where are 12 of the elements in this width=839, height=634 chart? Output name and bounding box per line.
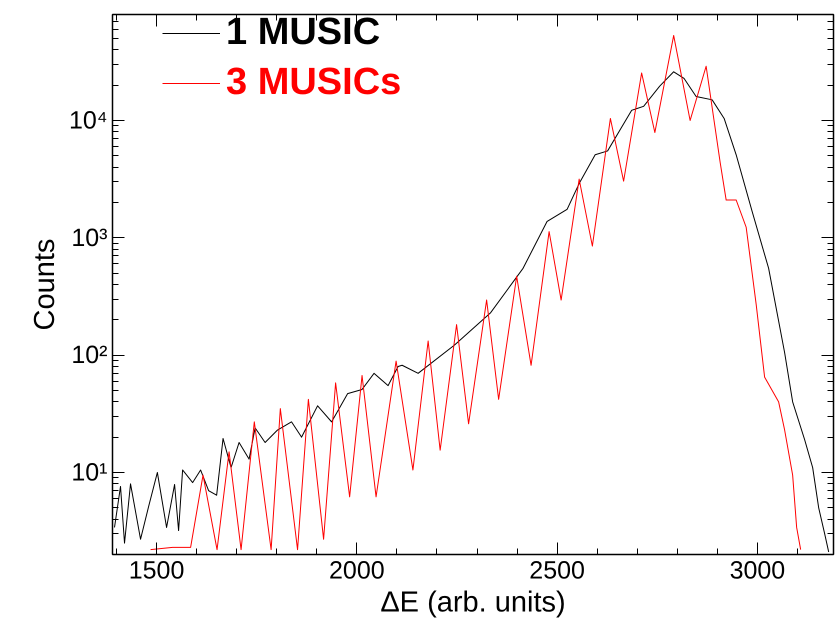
y-tick-label: 10² [71, 341, 108, 370]
y-axis-title: Counts [28, 238, 61, 330]
x-tick-label: 3000 [730, 556, 786, 584]
x-tick-label: 1500 [128, 556, 184, 584]
y-tick-label: 10¹ [71, 458, 108, 486]
x-tick-label: 2500 [529, 556, 585, 584]
legend-label: 3 MUSICs [226, 61, 402, 104]
y-tick-label: 10³ [71, 224, 108, 252]
y-tick-label: 10⁴ [68, 106, 108, 134]
x-axis-title: ΔE (arb. units) [380, 586, 566, 618]
legend-label: 1 MUSIC [226, 13, 380, 54]
x-tick-label: 2000 [329, 556, 385, 584]
